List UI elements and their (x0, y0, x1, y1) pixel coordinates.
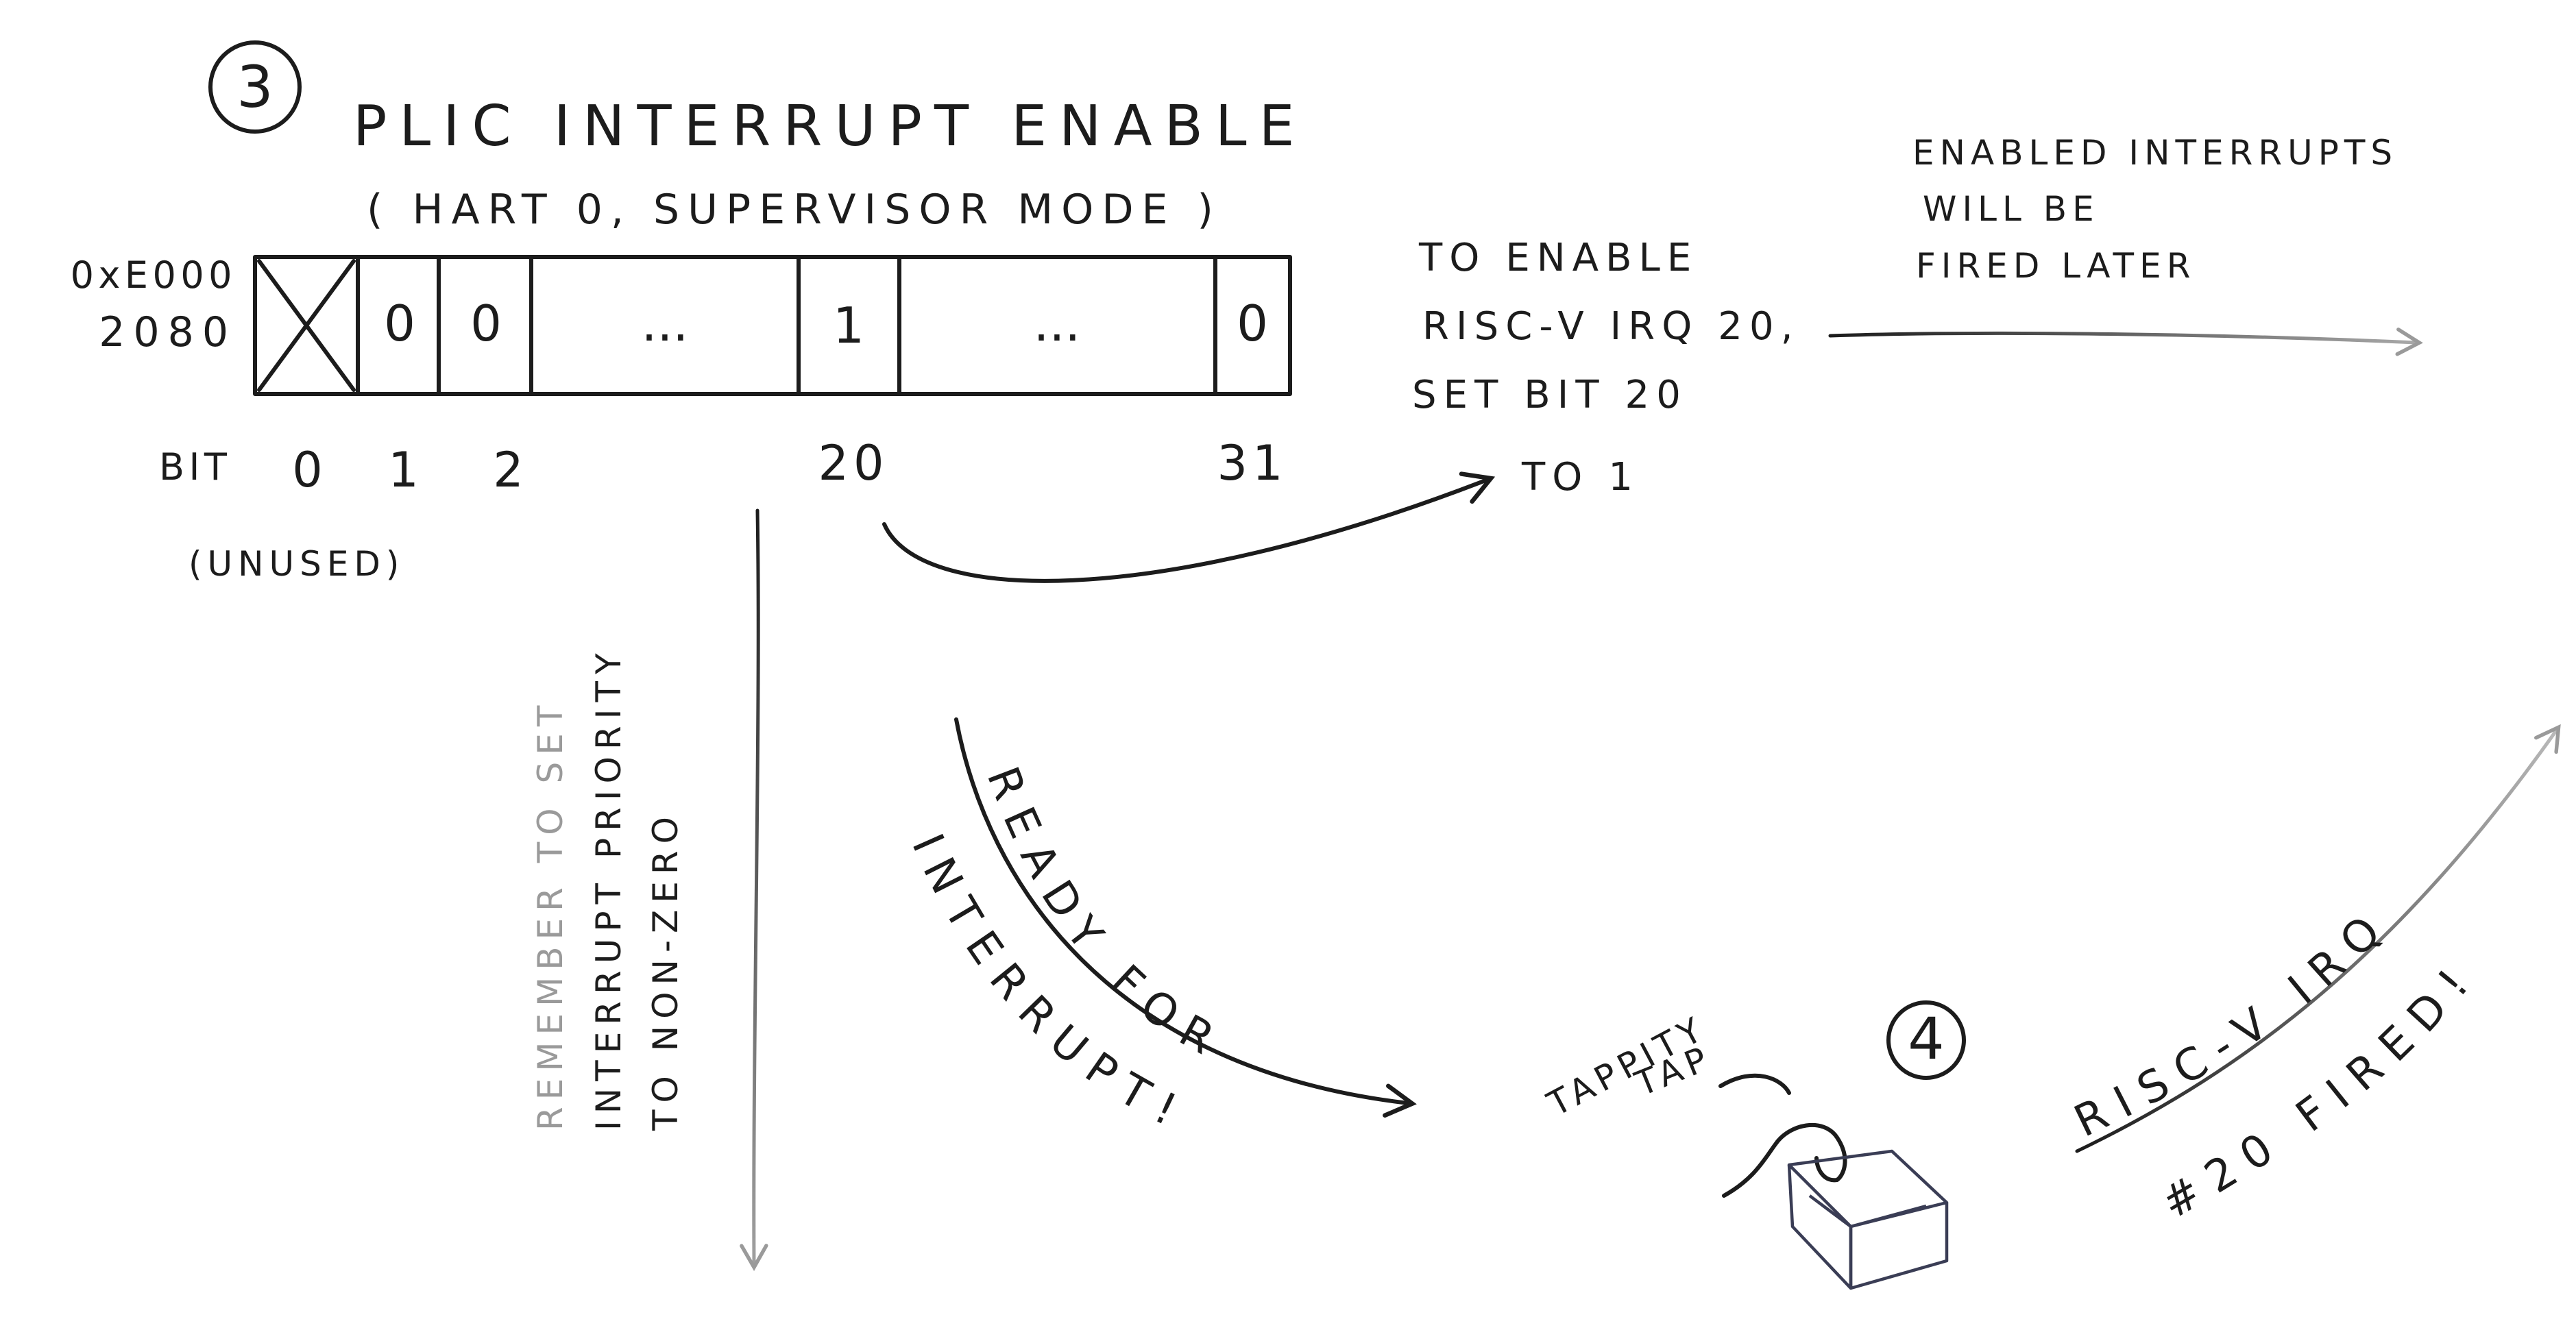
keyboard-group: TAPPITY TAP 4 (1541, 1000, 1966, 1290)
title-block: 3 PLIC INTERRUPT ENABLE ( HART 0, SUPERV… (208, 40, 1307, 234)
register-address: 0xE000 2080 (71, 254, 236, 356)
enable-note-line-3: SET BIT 20 (1412, 373, 1688, 417)
register-cell-ellipsis: ... (1034, 295, 1081, 352)
irq-fired-arrow (2075, 724, 2561, 1153)
fired-note-line-1: ENABLED INTERRUPTS (1912, 133, 2398, 173)
register-cell-bit-31: 0 (1237, 295, 1268, 352)
address-line-1: 0xE000 (71, 254, 236, 297)
priority-note-line-2: INTERRUPT PRIORITY (589, 646, 629, 1131)
register-cell-bit-20: 1 (833, 297, 864, 354)
bit-labels: BIT 0 1 2 20 31 (UNUSED) (159, 435, 1287, 584)
register-outline (253, 255, 1292, 396)
bit-label: BIT (159, 445, 231, 489)
register-box: 0 0 ... 1 ... 0 (253, 255, 1292, 396)
fired-note-line-3: FIRED LATER (1916, 246, 2196, 286)
fired-later-arrow (1828, 328, 2423, 356)
bit-index-31: 31 (1217, 435, 1287, 491)
enable-note-line-2: RISC-V IRQ 20, (1422, 304, 1800, 349)
register-cell-unused (257, 255, 360, 396)
priority-note-line-3: TO NON-ZERO (646, 810, 685, 1131)
finger-icon (1722, 1122, 1847, 1198)
address-line-2: 2080 (99, 308, 236, 356)
register-cell-bit-2: 0 (470, 295, 502, 352)
priority-note-line-1: REMEMBER TO SET (531, 699, 570, 1131)
step-3-circle (208, 40, 302, 134)
bit-index-1: 1 (388, 442, 424, 498)
priority-down-arrow (740, 508, 768, 1271)
step-4-number: 4 (1908, 1005, 1944, 1072)
fired-later-note: ENABLED INTERRUPTS WILL BE FIRED LATER (1912, 133, 2398, 286)
register-cell-bit-1: 0 (384, 295, 415, 352)
step-4-circle (1886, 1000, 1966, 1080)
page-subtitle: ( HART 0, SUPERVISOR MODE ) (367, 186, 1222, 234)
register-cell-ellipsis: ... (642, 295, 689, 352)
tap-squiggle (1718, 1073, 1791, 1095)
enable-note-line-1: TO ENABLE (1418, 236, 1698, 280)
enable-note-line-4: TO 1 (1521, 455, 1640, 500)
page-title: PLIC INTERRUPT ENABLE (353, 94, 1307, 159)
bit-20-arrow (882, 471, 1496, 583)
unused-label: (UNUSED) (189, 544, 404, 584)
fired-note-line-2: WILL BE (1923, 189, 2100, 229)
keycap-icon (1787, 1149, 1949, 1290)
step-3-number: 3 (236, 53, 273, 121)
enable-note: TO ENABLE RISC-V IRQ 20, SET BIT 20 TO 1 (1412, 236, 1800, 500)
bit-index-0: 0 (292, 442, 328, 498)
bit-index-2: 2 (493, 442, 528, 498)
priority-note: REMEMBER TO SET INTERRUPT PRIORITY TO NO… (531, 646, 685, 1131)
bit-index-20: 20 (818, 435, 888, 491)
ready-curve-arrow (954, 717, 1417, 1118)
